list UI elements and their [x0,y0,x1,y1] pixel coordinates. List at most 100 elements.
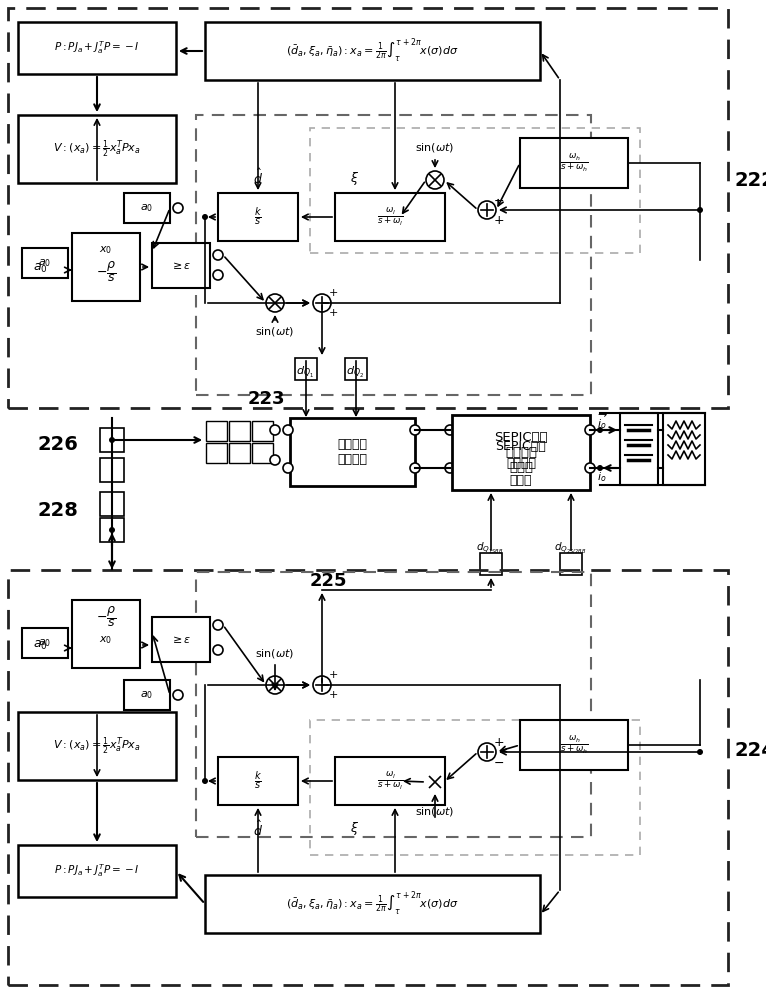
Bar [124,193,170,223]
Text: $d_{Q_{2S/2BB}}$: $d_{Q_{2S/2BB}}$ [554,540,586,556]
Bar [196,115,591,395]
Circle shape [445,425,455,435]
Bar [100,458,124,482]
Text: $x_0$: $x_0$ [100,244,113,256]
Circle shape [213,250,223,260]
Text: $-\dfrac{\rho}{s}$: $-\dfrac{\rho}{s}$ [96,260,116,284]
Text: $a_0$: $a_0$ [33,638,47,652]
Text: $\sin(\omega t)$: $\sin(\omega t)$ [255,647,295,660]
Bar [620,413,658,485]
Circle shape [597,465,603,471]
Bar [520,138,628,188]
Circle shape [109,527,115,533]
Bar [72,600,140,668]
Bar [152,617,210,662]
Bar [205,22,540,80]
Text: $a_0$: $a_0$ [140,689,154,701]
Text: $d_{Q_1}$: $d_{Q_1}$ [296,364,314,380]
Text: $P: PJ_a + J_a^T P = -I$: $P: PJ_a + J_a^T P = -I$ [54,40,140,56]
Text: $a_0$: $a_0$ [140,202,154,214]
Circle shape [173,203,183,213]
Text: SEPIC馈电
升降压变
换单元: SEPIC馈电 升降压变 换单元 [494,431,548,474]
Bar [229,443,250,463]
Bar [218,193,298,241]
Bar [18,712,176,780]
Text: $\frac{k}{s}$: $\frac{k}{s}$ [254,770,262,792]
Text: $V:(x_a)=\frac{1}{2}x_a^TPx_a$: $V:(x_a)=\frac{1}{2}x_a^TPx_a$ [53,138,141,160]
Circle shape [697,749,703,755]
Text: $\sin(\omega t)$: $\sin(\omega t)$ [415,141,455,154]
Text: $\xi$: $\xi$ [351,820,359,837]
Bar [229,421,250,441]
Text: 224: 224 [735,740,766,760]
Text: $\hat{d}$: $\hat{d}$ [253,820,263,839]
Text: $+$: $+$ [328,288,338,298]
Circle shape [313,294,331,312]
Bar [290,418,415,486]
Bar [310,128,640,253]
Bar [206,421,227,441]
Bar [335,757,445,805]
Text: $a_0$: $a_0$ [38,637,51,649]
Bar [252,421,273,441]
Bar [152,243,210,288]
Bar [560,553,582,575]
Text: 228: 228 [38,500,78,520]
Bar [663,413,705,485]
Bar [100,492,124,516]
Circle shape [283,425,293,435]
Circle shape [202,778,208,784]
Text: $\frac{\omega_l}{s+\omega_l}$: $\frac{\omega_l}{s+\omega_l}$ [377,770,403,792]
Text: $\overrightarrow{i_o}$: $\overrightarrow{i_o}$ [597,411,608,431]
Circle shape [585,463,595,473]
Bar [345,358,367,380]
Bar [520,720,628,770]
Text: $+$: $+$ [328,308,338,318]
Text: 226: 226 [38,436,78,454]
Text: $P: PJ_a + J_a^T P = -I$: $P: PJ_a + J_a^T P = -I$ [54,863,140,879]
Text: $(\bar{d}_a,\xi_a,\bar{\eta}_a): x_a=\frac{1}{2\pi}\int_{\tau}^{\tau+2\pi}x(\sig: $(\bar{d}_a,\xi_a,\bar{\eta}_a): x_a=\fr… [286,37,458,65]
Text: 升降压变: 升降压变 [506,457,536,470]
Bar [196,572,591,837]
Text: $i_o$: $i_o$ [597,470,607,484]
Circle shape [173,690,183,700]
Text: $-$: $-$ [493,756,504,768]
Circle shape [213,270,223,280]
Circle shape [270,455,280,465]
Bar [335,193,445,241]
Text: $\xi$: $\xi$ [351,170,359,187]
Text: $\sin(\omega t)$: $\sin(\omega t)$ [255,325,295,338]
Circle shape [697,207,703,213]
Bar [8,8,728,408]
Circle shape [213,620,223,630]
Text: 223: 223 [248,390,286,408]
Bar [252,443,273,463]
Text: SEPIC馈电: SEPIC馈电 [496,440,546,453]
Bar [18,22,176,74]
Circle shape [426,773,444,791]
Bar [452,415,590,490]
Bar [100,428,124,452]
Circle shape [283,463,293,473]
Text: $(\bar{d}_a,\xi_a,\bar{\eta}_a): x_a=\frac{1}{2\pi}\int_{\tau}^{\tau+2\pi}x(\sig: $(\bar{d}_a,\xi_a,\bar{\eta}_a): x_a=\fr… [286,890,458,918]
Bar [8,570,728,985]
Text: $\frac{\omega_l}{s+\omega_l}$: $\frac{\omega_l}{s+\omega_l}$ [377,206,403,228]
Bar [100,518,124,542]
Text: 换单元: 换单元 [509,474,532,487]
Bar [206,443,227,463]
Bar [218,757,298,805]
Text: $+$: $+$ [493,736,504,748]
Circle shape [426,171,444,189]
Text: $-\dfrac{\rho}{s}$: $-\dfrac{\rho}{s}$ [96,605,116,629]
Text: $\geq\varepsilon$: $\geq\varepsilon$ [170,260,192,271]
Circle shape [410,425,420,435]
Text: $a_0$: $a_0$ [38,257,51,269]
Bar [18,845,176,897]
Text: 222: 222 [735,170,766,190]
Circle shape [445,463,455,473]
Text: $\hat{d}$: $\hat{d}$ [253,168,263,187]
Text: $+$: $+$ [328,690,338,700]
Text: $\frac{\omega_h}{s+\omega_h}$: $\frac{\omega_h}{s+\omega_h}$ [560,152,588,174]
Circle shape [597,427,603,433]
Bar [205,875,540,933]
